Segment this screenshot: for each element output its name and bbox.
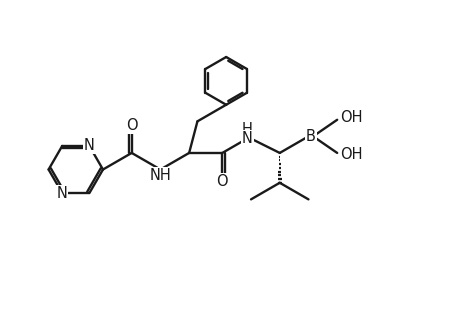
Text: N: N [242, 131, 253, 146]
Text: B: B [306, 129, 316, 144]
Text: O: O [217, 174, 228, 189]
Text: OH: OH [340, 147, 363, 162]
Text: H: H [242, 122, 253, 137]
Text: N: N [57, 185, 68, 201]
Text: NH: NH [149, 167, 171, 183]
Text: O: O [126, 118, 137, 133]
Text: N: N [84, 138, 95, 154]
Text: OH: OH [340, 110, 363, 125]
